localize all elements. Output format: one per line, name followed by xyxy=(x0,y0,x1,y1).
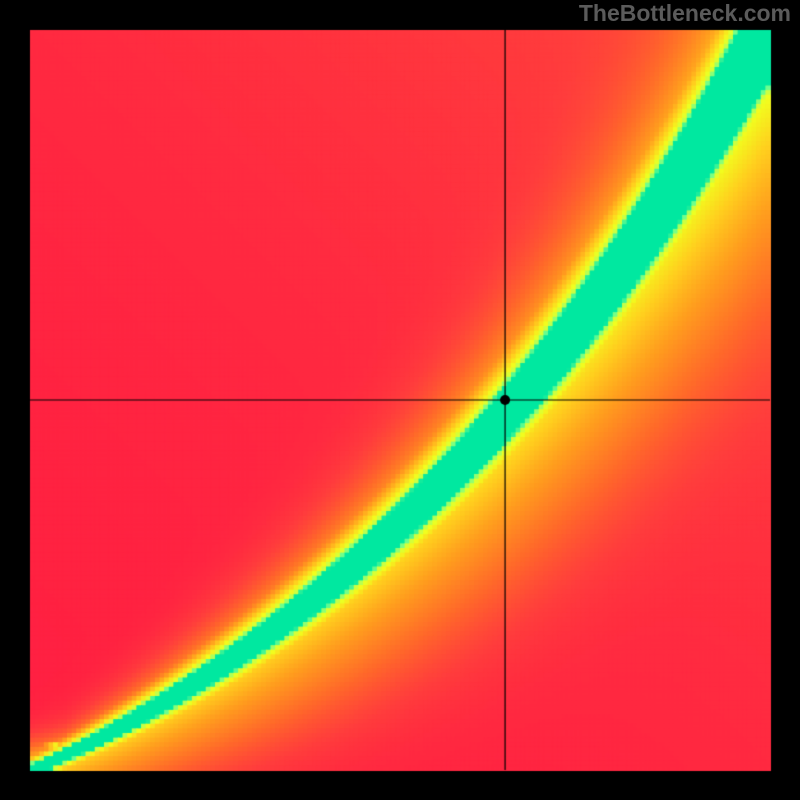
watermark-label: TheBottleneck.com xyxy=(579,0,791,27)
chart-root: TheBottleneck.com xyxy=(0,0,800,800)
heatmap-canvas xyxy=(0,0,800,800)
